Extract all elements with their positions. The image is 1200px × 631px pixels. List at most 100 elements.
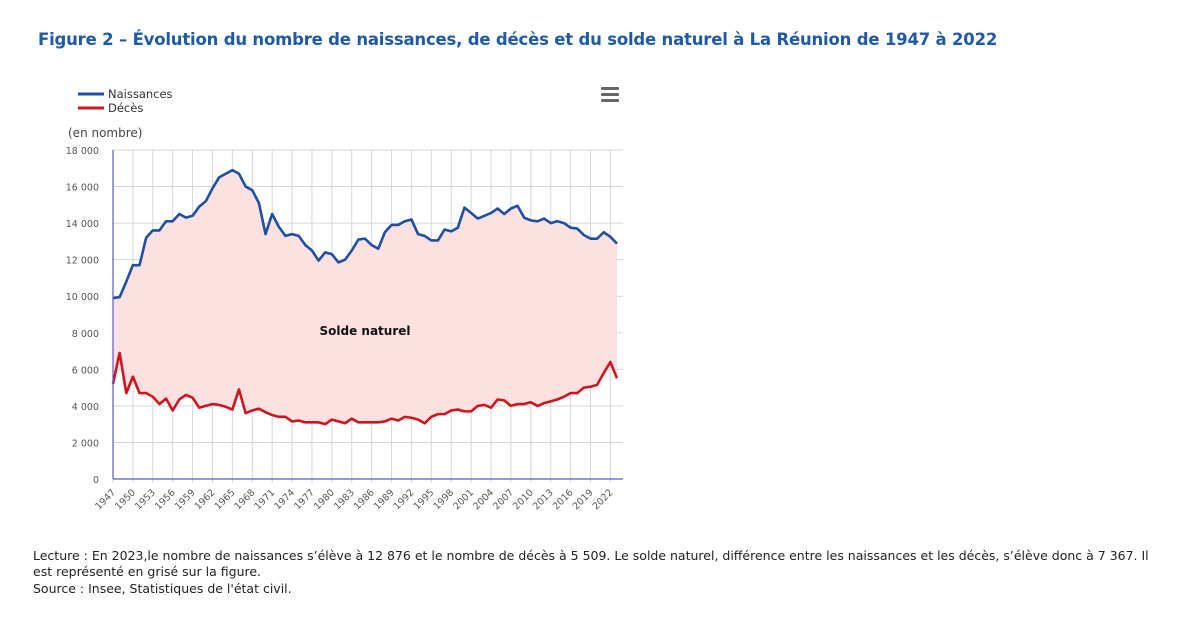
data-point-deces[interactable] xyxy=(561,394,567,400)
data-point-naissances[interactable] xyxy=(256,200,262,206)
data-point-deces[interactable] xyxy=(574,390,580,396)
data-point-deces[interactable] xyxy=(568,390,574,396)
data-point-naissances[interactable] xyxy=(123,279,129,285)
data-point-deces[interactable] xyxy=(581,385,587,391)
data-point-naissances[interactable] xyxy=(528,217,534,223)
data-point-deces[interactable] xyxy=(130,374,136,380)
data-point-naissances[interactable] xyxy=(209,185,215,191)
data-point-deces[interactable] xyxy=(176,396,182,402)
data-point-naissances[interactable] xyxy=(481,213,487,219)
data-point-naissances[interactable] xyxy=(289,231,295,237)
data-point-naissances[interactable] xyxy=(475,216,481,222)
data-point-deces[interactable] xyxy=(209,401,215,407)
data-point-naissances[interactable] xyxy=(581,232,587,238)
data-point-deces[interactable] xyxy=(402,414,408,420)
data-point-deces[interactable] xyxy=(302,419,308,425)
data-point-deces[interactable] xyxy=(289,418,295,424)
data-point-naissances[interactable] xyxy=(302,242,308,248)
data-point-naissances[interactable] xyxy=(296,233,302,239)
data-point-deces[interactable] xyxy=(216,402,222,408)
data-point-deces[interactable] xyxy=(196,405,202,411)
data-point-naissances[interactable] xyxy=(515,203,521,209)
data-point-deces[interactable] xyxy=(170,407,176,413)
data-point-naissances[interactable] xyxy=(322,249,328,255)
data-point-naissances[interactable] xyxy=(117,294,123,300)
data-point-naissances[interactable] xyxy=(163,218,169,224)
hamburger-menu-icon[interactable] xyxy=(601,87,619,103)
data-point-naissances[interactable] xyxy=(548,220,554,226)
data-point-deces[interactable] xyxy=(316,419,322,425)
data-point-deces[interactable] xyxy=(428,414,434,420)
data-point-naissances[interactable] xyxy=(143,235,149,241)
data-point-naissances[interactable] xyxy=(342,257,348,263)
data-point-deces[interactable] xyxy=(422,420,428,426)
data-point-naissances[interactable] xyxy=(137,262,143,268)
data-point-deces[interactable] xyxy=(263,409,269,415)
data-point-naissances[interactable] xyxy=(150,227,156,233)
data-point-deces[interactable] xyxy=(156,401,162,407)
data-point-deces[interactable] xyxy=(349,416,355,422)
data-point-deces[interactable] xyxy=(282,414,288,420)
data-point-deces[interactable] xyxy=(229,407,235,413)
data-point-naissances[interactable] xyxy=(329,251,335,257)
data-point-deces[interactable] xyxy=(587,384,593,390)
data-point-deces[interactable] xyxy=(442,411,448,417)
data-point-naissances[interactable] xyxy=(587,236,593,242)
data-point-naissances[interactable] xyxy=(176,211,182,217)
data-point-naissances[interactable] xyxy=(236,171,242,177)
data-point-naissances[interactable] xyxy=(203,198,209,204)
data-point-deces[interactable] xyxy=(601,370,607,376)
data-point-naissances[interactable] xyxy=(190,213,196,219)
data-point-naissances[interactable] xyxy=(541,216,547,222)
data-point-deces[interactable] xyxy=(468,408,474,414)
data-point-deces[interactable] xyxy=(528,399,534,405)
data-point-naissances[interactable] xyxy=(170,218,176,224)
data-point-naissances[interactable] xyxy=(375,246,381,252)
data-point-deces[interactable] xyxy=(183,392,189,398)
data-point-deces[interactable] xyxy=(362,419,368,425)
data-point-deces[interactable] xyxy=(117,350,123,356)
data-point-naissances[interactable] xyxy=(389,222,395,228)
data-point-deces[interactable] xyxy=(614,375,620,381)
data-point-deces[interactable] xyxy=(607,359,613,365)
data-point-naissances[interactable] xyxy=(508,205,514,211)
data-point-deces[interactable] xyxy=(435,411,441,417)
data-point-naissances[interactable] xyxy=(601,229,607,235)
data-point-naissances[interactable] xyxy=(461,205,467,211)
data-point-deces[interactable] xyxy=(554,396,560,402)
data-point-deces[interactable] xyxy=(475,403,481,409)
data-point-deces[interactable] xyxy=(243,410,249,416)
data-point-naissances[interactable] xyxy=(282,233,288,239)
data-point-deces[interactable] xyxy=(534,403,540,409)
data-point-deces[interactable] xyxy=(501,397,507,403)
data-point-deces[interactable] xyxy=(448,407,454,413)
data-point-naissances[interactable] xyxy=(574,226,580,232)
data-point-naissances[interactable] xyxy=(223,171,229,177)
data-point-naissances[interactable] xyxy=(269,211,275,217)
data-point-deces[interactable] xyxy=(508,403,514,409)
data-point-deces[interactable] xyxy=(408,415,414,421)
data-point-naissances[interactable] xyxy=(276,224,282,230)
data-point-deces[interactable] xyxy=(329,417,335,423)
data-point-deces[interactable] xyxy=(355,419,361,425)
data-point-deces[interactable] xyxy=(415,417,421,423)
data-point-naissances[interactable] xyxy=(335,259,341,265)
data-point-deces[interactable] xyxy=(137,390,143,396)
data-point-naissances[interactable] xyxy=(196,204,202,210)
data-point-naissances[interactable] xyxy=(534,218,540,224)
data-point-naissances[interactable] xyxy=(442,227,448,233)
data-point-deces[interactable] xyxy=(236,386,242,392)
data-point-naissances[interactable] xyxy=(435,237,441,243)
data-point-deces[interactable] xyxy=(481,402,487,408)
data-point-naissances[interactable] xyxy=(521,215,527,221)
data-point-naissances[interactable] xyxy=(495,205,501,211)
data-point-deces[interactable] xyxy=(395,418,401,424)
data-point-naissances[interactable] xyxy=(309,248,315,254)
data-point-deces[interactable] xyxy=(342,420,348,426)
data-point-deces[interactable] xyxy=(541,400,547,406)
data-point-naissances[interactable] xyxy=(561,220,567,226)
data-point-deces[interactable] xyxy=(296,418,302,424)
data-point-deces[interactable] xyxy=(309,419,315,425)
data-point-naissances[interactable] xyxy=(408,216,414,222)
data-point-naissances[interactable] xyxy=(415,231,421,237)
